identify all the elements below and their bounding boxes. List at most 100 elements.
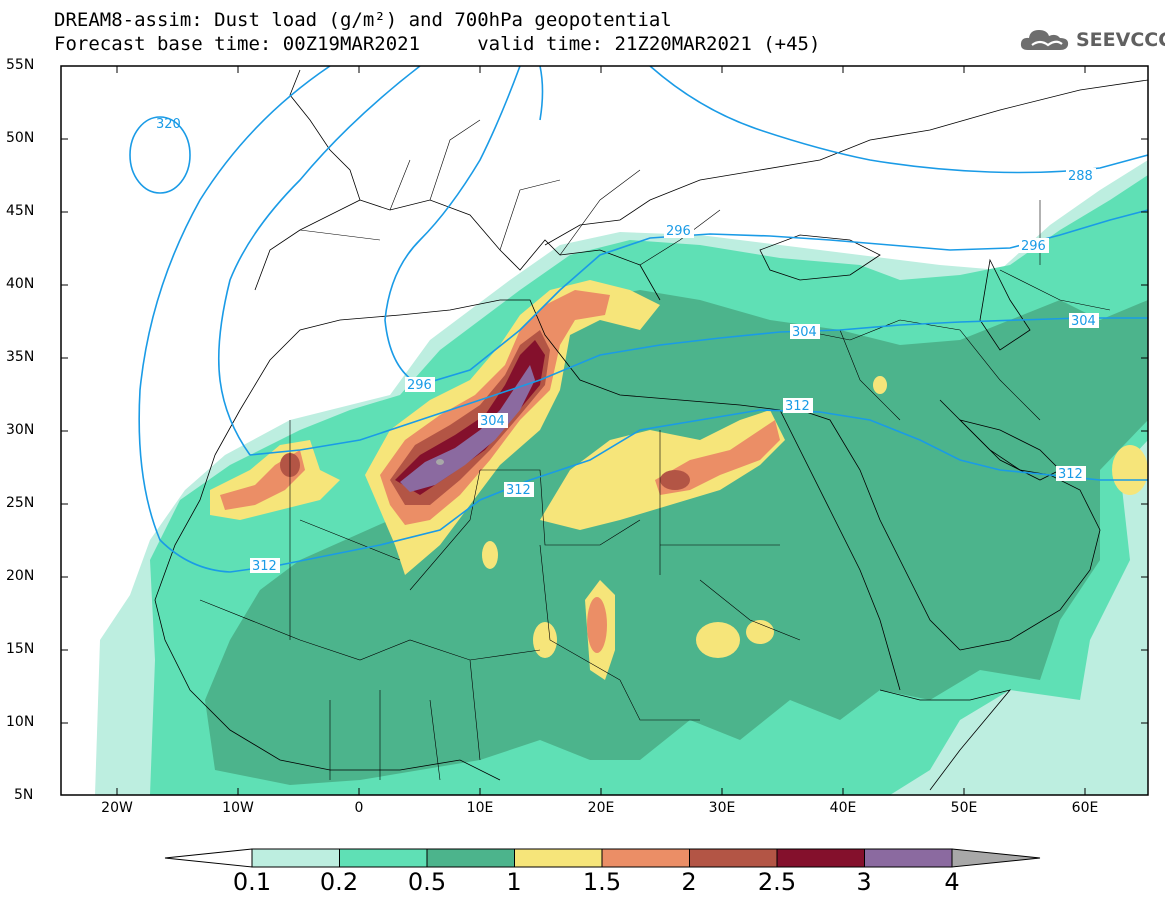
contour-label-bg — [250, 558, 280, 573]
contour-label-bg — [664, 223, 694, 238]
lon-label: 40E — [829, 800, 857, 816]
colorbar-label: 2 — [681, 868, 697, 896]
contour-288 — [649, 66, 1148, 174]
colorbar — [164, 848, 1041, 868]
borders-sahel — [199, 599, 700, 781]
contour-label: 296 — [666, 224, 691, 239]
dust-area-c4-blob1 — [696, 622, 740, 658]
coastline-caspian — [979, 258, 1031, 351]
map-subtitle: Forecast base time: 00Z19MAR2021 valid t… — [54, 33, 821, 55]
contour-label: 304 — [792, 325, 817, 340]
dust-area-c4-blob6 — [1112, 445, 1148, 495]
contour-label: 320 — [156, 117, 181, 132]
dust-area-c4-blob4 — [482, 541, 498, 569]
contour-296-north — [539, 66, 544, 121]
dust-area-c4-blob3 — [533, 622, 557, 658]
contour-label: 304 — [480, 414, 505, 429]
colorbar-label: 4 — [944, 868, 960, 896]
dust-area-c7 — [395, 340, 545, 495]
coastline-africa-west — [154, 454, 501, 781]
lat-label: 10N — [6, 714, 35, 730]
lon-label: 50E — [950, 800, 978, 816]
dust-area-c6-east — [660, 470, 690, 490]
dust-area-c4-blob5 — [873, 376, 887, 394]
contour-label-bg — [478, 413, 508, 428]
dust-area-c4-east — [540, 410, 785, 530]
colorbar-swatch — [426, 848, 515, 868]
lat-label: 50N — [6, 130, 35, 146]
contour-label: 312 — [506, 483, 531, 498]
contour-label-bg — [405, 377, 435, 392]
contour-label: 296 — [407, 378, 432, 393]
contour-labels: 320 288 296 296 296 304 304 304 312 312 … — [156, 117, 1099, 574]
contour-304-west — [217, 66, 421, 456]
contour-label-bg — [783, 398, 813, 413]
contour-label-bg — [1019, 238, 1049, 253]
contour-label-bg — [1066, 168, 1096, 183]
colorbar-swatch — [776, 848, 865, 868]
colorbar-swatch — [601, 848, 690, 868]
dust-area-c4-blob2 — [746, 620, 774, 644]
colorbar-label: 2.5 — [757, 868, 797, 896]
lat-label: 30N — [6, 422, 35, 438]
colorbar-label: 1 — [506, 868, 522, 896]
lon-label: 30E — [708, 800, 736, 816]
lon-label: 60E — [1071, 800, 1099, 816]
colorbar-swatch — [689, 848, 778, 868]
contour-label: 288 — [1068, 169, 1093, 184]
colorbar-label: 0.2 — [319, 868, 359, 896]
coastline-europe — [254, 69, 1148, 301]
lat-label: 20N — [6, 568, 35, 584]
coastline-africa-north — [214, 299, 781, 456]
colorbar-high-end — [951, 848, 1041, 868]
colorbar-label: 3 — [856, 868, 872, 896]
contour-label: 296 — [1021, 239, 1046, 254]
contour-312 — [229, 409, 1148, 573]
cloud-icon — [1020, 30, 1069, 50]
contour-label-bg — [1069, 313, 1099, 328]
map-title: DREAM8-assim: Dust load (g/m²) and 700hP… — [54, 9, 672, 31]
dust-area-c9 — [436, 459, 444, 465]
lat-label: 15N — [6, 641, 35, 657]
colorbar-low-end — [164, 848, 253, 868]
coastline-red-sea — [779, 409, 961, 691]
seevccc-logo: SEEVCCC — [1018, 26, 1165, 54]
contour-label-bg — [504, 482, 534, 497]
lat-label: 40N — [6, 276, 35, 292]
lon-label: 0 — [354, 800, 364, 816]
colorbar-swatch — [339, 848, 428, 868]
contour-320 — [129, 116, 191, 194]
borders-europe — [299, 119, 721, 266]
contour-label-bg — [790, 324, 820, 339]
contour-label-bg — [1056, 466, 1086, 481]
colorbar-label: 1.5 — [582, 868, 622, 896]
colorbar-label: 0.1 — [232, 868, 272, 896]
contour-label: 304 — [1071, 314, 1096, 329]
lat-label: 45N — [6, 203, 35, 219]
lon-label: 10W — [222, 800, 254, 816]
lon-label: 20E — [587, 800, 615, 816]
borders — [199, 119, 1111, 781]
dust-area-c3 — [205, 290, 1148, 785]
colorbar-swatch — [864, 848, 953, 868]
contour-304 — [249, 317, 1148, 456]
lat-label: 5N — [14, 787, 34, 803]
colorbar-swatch — [251, 848, 340, 868]
lat-label: 35N — [6, 349, 35, 365]
geopotential-contours — [129, 66, 1148, 573]
coastline-black-sea — [759, 234, 881, 281]
coastlines — [154, 69, 1148, 791]
contour-312-west — [138, 66, 331, 573]
coastline-horn — [879, 689, 1012, 791]
contour-label: 312 — [785, 399, 810, 414]
borders-middle-east — [799, 200, 1111, 421]
dust-area-c5-blob — [587, 597, 607, 653]
lat-label: 55N — [6, 57, 35, 73]
borders-north-africa — [289, 420, 801, 681]
colorbar-label: 0.5 — [407, 868, 447, 896]
contour-label: 312 — [252, 559, 277, 574]
logo-text: SEEVCCC — [1076, 29, 1165, 51]
lat-label: 25N — [6, 495, 35, 511]
contour-label: 312 — [1058, 467, 1083, 482]
lon-label: 10E — [466, 800, 494, 816]
